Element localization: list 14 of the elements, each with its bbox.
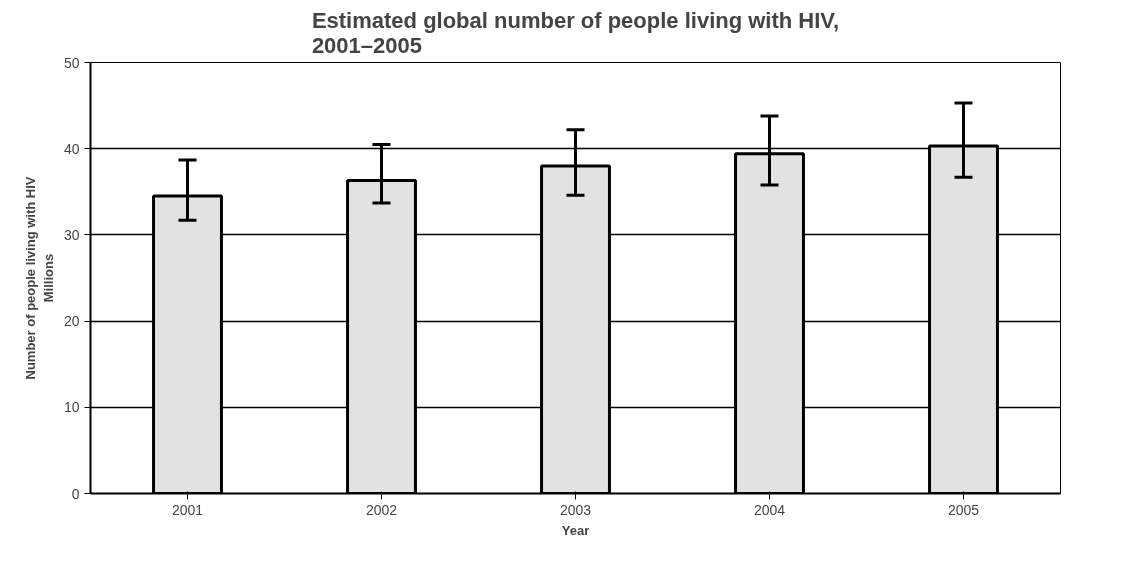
y-tick-label: 0 xyxy=(71,485,80,502)
y-tick-label: 40 xyxy=(63,140,80,157)
y-tick-label: 10 xyxy=(63,399,80,416)
y-tick-label: 50 xyxy=(63,54,80,71)
y-axis-title: Number of people living with HIV Millions xyxy=(22,176,56,380)
y-tick-label: 20 xyxy=(63,313,80,330)
chart-title: Estimated global number of people living with HIV, 2001–2005 xyxy=(311,7,840,58)
x-tick-label: 2003 xyxy=(559,501,592,518)
x-axis-title: Year xyxy=(561,522,590,538)
x-tick-label: 2002 xyxy=(365,501,398,518)
x-tick-label: 2005 xyxy=(947,501,980,518)
y-tick-label: 30 xyxy=(63,226,80,243)
x-tick-label: 2001 xyxy=(171,501,204,518)
x-tick-label: 2004 xyxy=(753,501,786,518)
